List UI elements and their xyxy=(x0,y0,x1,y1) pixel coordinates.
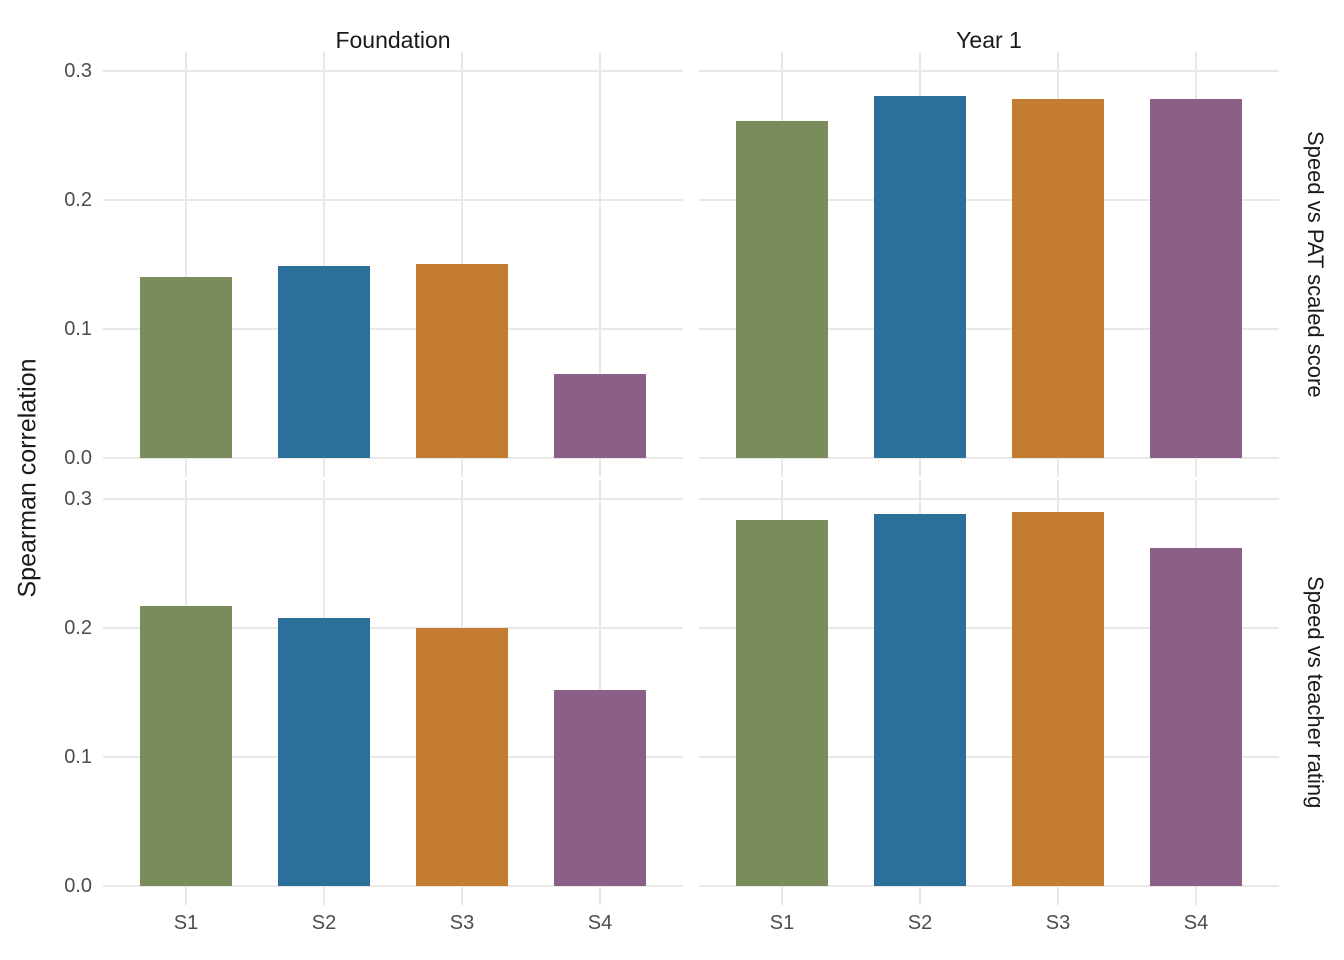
bar-s4 xyxy=(1150,548,1242,886)
gridline-horizontal xyxy=(699,457,1279,459)
y-tick-label: 0.0 xyxy=(64,875,92,897)
facet-row-strip: Speed vs teacher rating xyxy=(1303,576,1328,809)
gridline-vertical xyxy=(185,52,187,477)
bar-s3 xyxy=(1012,99,1104,458)
facet-row-strip: Speed vs PAT scaled score xyxy=(1303,131,1328,398)
bar-s4 xyxy=(554,690,646,886)
bar-s1 xyxy=(736,121,828,458)
bar-s2 xyxy=(874,96,966,458)
y-tick-label: 0.0 xyxy=(64,447,92,469)
bar-s3 xyxy=(1012,512,1104,886)
bar-s1 xyxy=(140,277,232,458)
bar-s2 xyxy=(278,618,370,886)
bar-s4 xyxy=(1150,99,1242,458)
gridline-horizontal xyxy=(699,498,1279,500)
chart-panel xyxy=(699,480,1279,905)
gridline-horizontal xyxy=(103,627,683,629)
x-tick-label: S4 xyxy=(1183,912,1209,934)
gridline-vertical xyxy=(599,52,601,477)
bar-s2 xyxy=(278,266,370,458)
facet-column-label: Foundation xyxy=(335,27,451,53)
y-tick-label: 0.2 xyxy=(64,617,92,639)
bar-s1 xyxy=(736,520,828,886)
gridline-horizontal xyxy=(103,457,683,459)
gridline-horizontal xyxy=(699,627,1279,629)
gridline-horizontal xyxy=(103,885,683,887)
y-tick-label: 0.1 xyxy=(64,746,92,768)
gridline-horizontal xyxy=(699,199,1279,201)
x-tick-label: S4 xyxy=(587,912,613,934)
bar-s2 xyxy=(874,514,966,886)
gridline-vertical xyxy=(323,52,325,477)
gridline-horizontal xyxy=(103,756,683,758)
gridline-horizontal xyxy=(103,328,683,330)
x-tick-label: S3 xyxy=(449,912,475,934)
y-tick-label: 0.1 xyxy=(64,318,92,340)
gridline-horizontal xyxy=(103,498,683,500)
x-tick-label: S2 xyxy=(311,912,337,934)
gridline-horizontal xyxy=(103,199,683,201)
gridline-horizontal xyxy=(699,756,1279,758)
bar-s3 xyxy=(416,628,508,886)
x-tick-label: S1 xyxy=(173,912,199,934)
bar-s1 xyxy=(140,606,232,886)
gridline-horizontal xyxy=(699,70,1279,72)
bar-s4 xyxy=(554,374,646,458)
gridline-horizontal xyxy=(699,885,1279,887)
chart-panel xyxy=(699,52,1279,477)
y-tick-label: 0.3 xyxy=(64,488,92,510)
y-tick-label: 0.3 xyxy=(64,60,92,82)
x-tick-label: S1 xyxy=(769,912,795,934)
x-tick-label: S2 xyxy=(907,912,933,934)
gridline-horizontal xyxy=(103,70,683,72)
gridline-horizontal xyxy=(699,328,1279,330)
facet-column-label: Year 1 xyxy=(956,27,1022,53)
chart-panel xyxy=(103,52,683,477)
y-tick-label: 0.2 xyxy=(64,189,92,211)
bar-s3 xyxy=(416,264,508,458)
x-tick-label: S3 xyxy=(1045,912,1071,934)
y-axis-title: Spearman correlation xyxy=(13,358,42,598)
chart-panel xyxy=(103,480,683,905)
